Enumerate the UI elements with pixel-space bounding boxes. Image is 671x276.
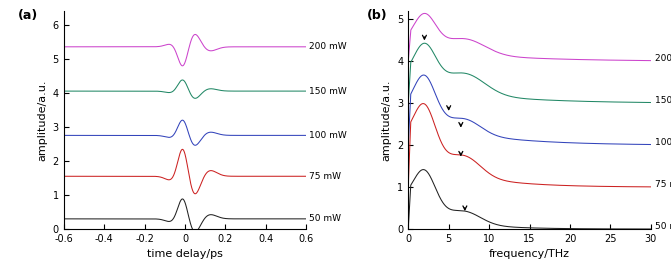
- Y-axis label: amplitude/a.u.: amplitude/a.u.: [37, 79, 47, 161]
- X-axis label: frequency/THz: frequency/THz: [489, 250, 570, 259]
- Y-axis label: amplitude/a.u.: amplitude/a.u.: [382, 79, 392, 161]
- Text: 100 mW: 100 mW: [309, 131, 347, 140]
- Text: 100 mW: 100 mW: [655, 138, 671, 147]
- Text: 150 mW: 150 mW: [655, 96, 671, 105]
- Text: (a): (a): [17, 9, 38, 22]
- Text: 200 mW: 200 mW: [655, 54, 671, 63]
- Text: 200 mW: 200 mW: [309, 42, 347, 51]
- Text: 75 mW: 75 mW: [309, 172, 342, 181]
- X-axis label: time delay/ps: time delay/ps: [147, 250, 223, 259]
- Text: 75 mW: 75 mW: [655, 180, 671, 189]
- Text: 150 mW: 150 mW: [309, 87, 347, 95]
- Text: 50 mW: 50 mW: [309, 214, 342, 223]
- Text: (b): (b): [367, 9, 388, 22]
- Text: 50 mW: 50 mW: [655, 222, 671, 231]
